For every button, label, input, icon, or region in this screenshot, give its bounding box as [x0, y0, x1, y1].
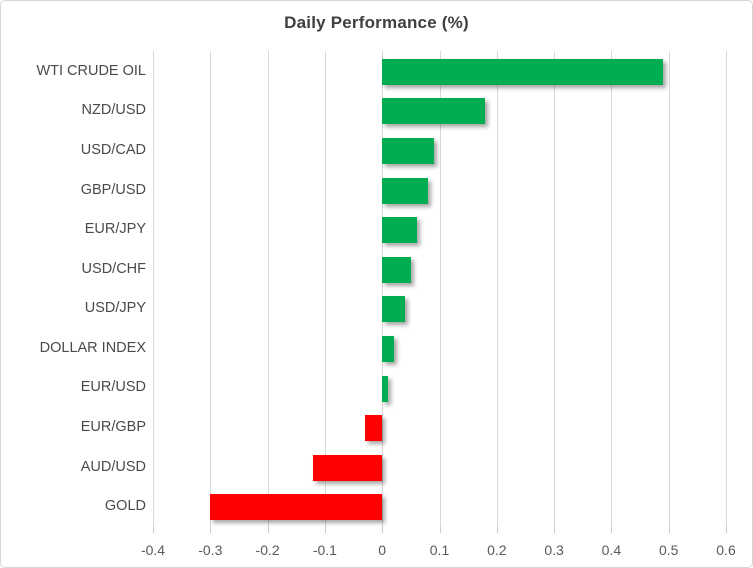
- gridline: [267, 51, 269, 526]
- gridline: [382, 51, 384, 526]
- gridline: [668, 51, 670, 526]
- tick-mark: [668, 526, 670, 533]
- bar-gbp-usd: [382, 177, 428, 204]
- tick-mark: [210, 526, 212, 533]
- gridline: [726, 51, 727, 526]
- gridline: [210, 51, 212, 526]
- x-tick-label: -0.4: [140, 542, 166, 558]
- gridline: [611, 51, 613, 526]
- x-tick-label: 0.3: [544, 542, 564, 558]
- category-label: USD/CHF: [81, 260, 146, 277]
- category-label: USD/CAD: [80, 141, 146, 158]
- x-tick-label: 0: [378, 542, 387, 558]
- bar-usd-chf: [382, 256, 411, 283]
- tick-mark: [554, 526, 556, 533]
- gridline: [439, 51, 441, 526]
- tick-mark: [496, 526, 498, 533]
- category-label: GOLD: [104, 498, 146, 515]
- tick-mark: [324, 526, 326, 533]
- bar-eur-jpy: [382, 217, 417, 244]
- tick-mark: [439, 526, 441, 533]
- category-label: EUR/USD: [80, 379, 146, 396]
- gridline: [153, 51, 154, 526]
- x-tick-label: -0.1: [312, 542, 337, 558]
- tick-mark: [153, 526, 154, 533]
- tick-mark: [726, 526, 727, 533]
- category-label: USD/JPY: [84, 300, 146, 317]
- x-tick-label: -0.2: [255, 542, 280, 558]
- tick-mark: [611, 526, 613, 533]
- category-label: DOLLAR INDEX: [39, 339, 146, 356]
- x-tick-label: 0.4: [601, 542, 622, 558]
- gridline: [496, 51, 498, 526]
- bar-usd-cad: [382, 138, 434, 164]
- bar-eur-usd: [382, 375, 388, 402]
- bar-gold: [210, 494, 383, 521]
- category-label: EUR/JPY: [84, 221, 146, 238]
- chart-title: Daily Performance (%): [284, 13, 469, 32]
- category-label: NZD/USD: [81, 102, 146, 119]
- bar-aud-usd: [313, 454, 383, 481]
- bar-nzd-usd: [382, 98, 486, 125]
- bar-wti-crude-oil: [382, 58, 663, 85]
- gridline: [324, 51, 326, 526]
- tick-mark: [382, 526, 384, 533]
- category-label: AUD/USD: [80, 458, 146, 475]
- x-tick-label: 0.5: [658, 542, 679, 558]
- bar-eur-gbp: [365, 415, 383, 441]
- bar-usd-jpy: [382, 296, 406, 323]
- x-tick-label: 0.6: [716, 542, 736, 558]
- bar-dollar-index: [382, 335, 394, 362]
- x-tick-label: 0.2: [487, 542, 507, 558]
- category-label: GBP/USD: [80, 181, 146, 198]
- tick-mark: [267, 526, 269, 533]
- category-label: WTI CRUDE OIL: [36, 62, 146, 79]
- category-label: EUR/GBP: [80, 419, 146, 436]
- x-tick-label: 0.1: [429, 542, 450, 558]
- x-tick-label: -0.3: [198, 542, 223, 558]
- gridline: [554, 51, 556, 526]
